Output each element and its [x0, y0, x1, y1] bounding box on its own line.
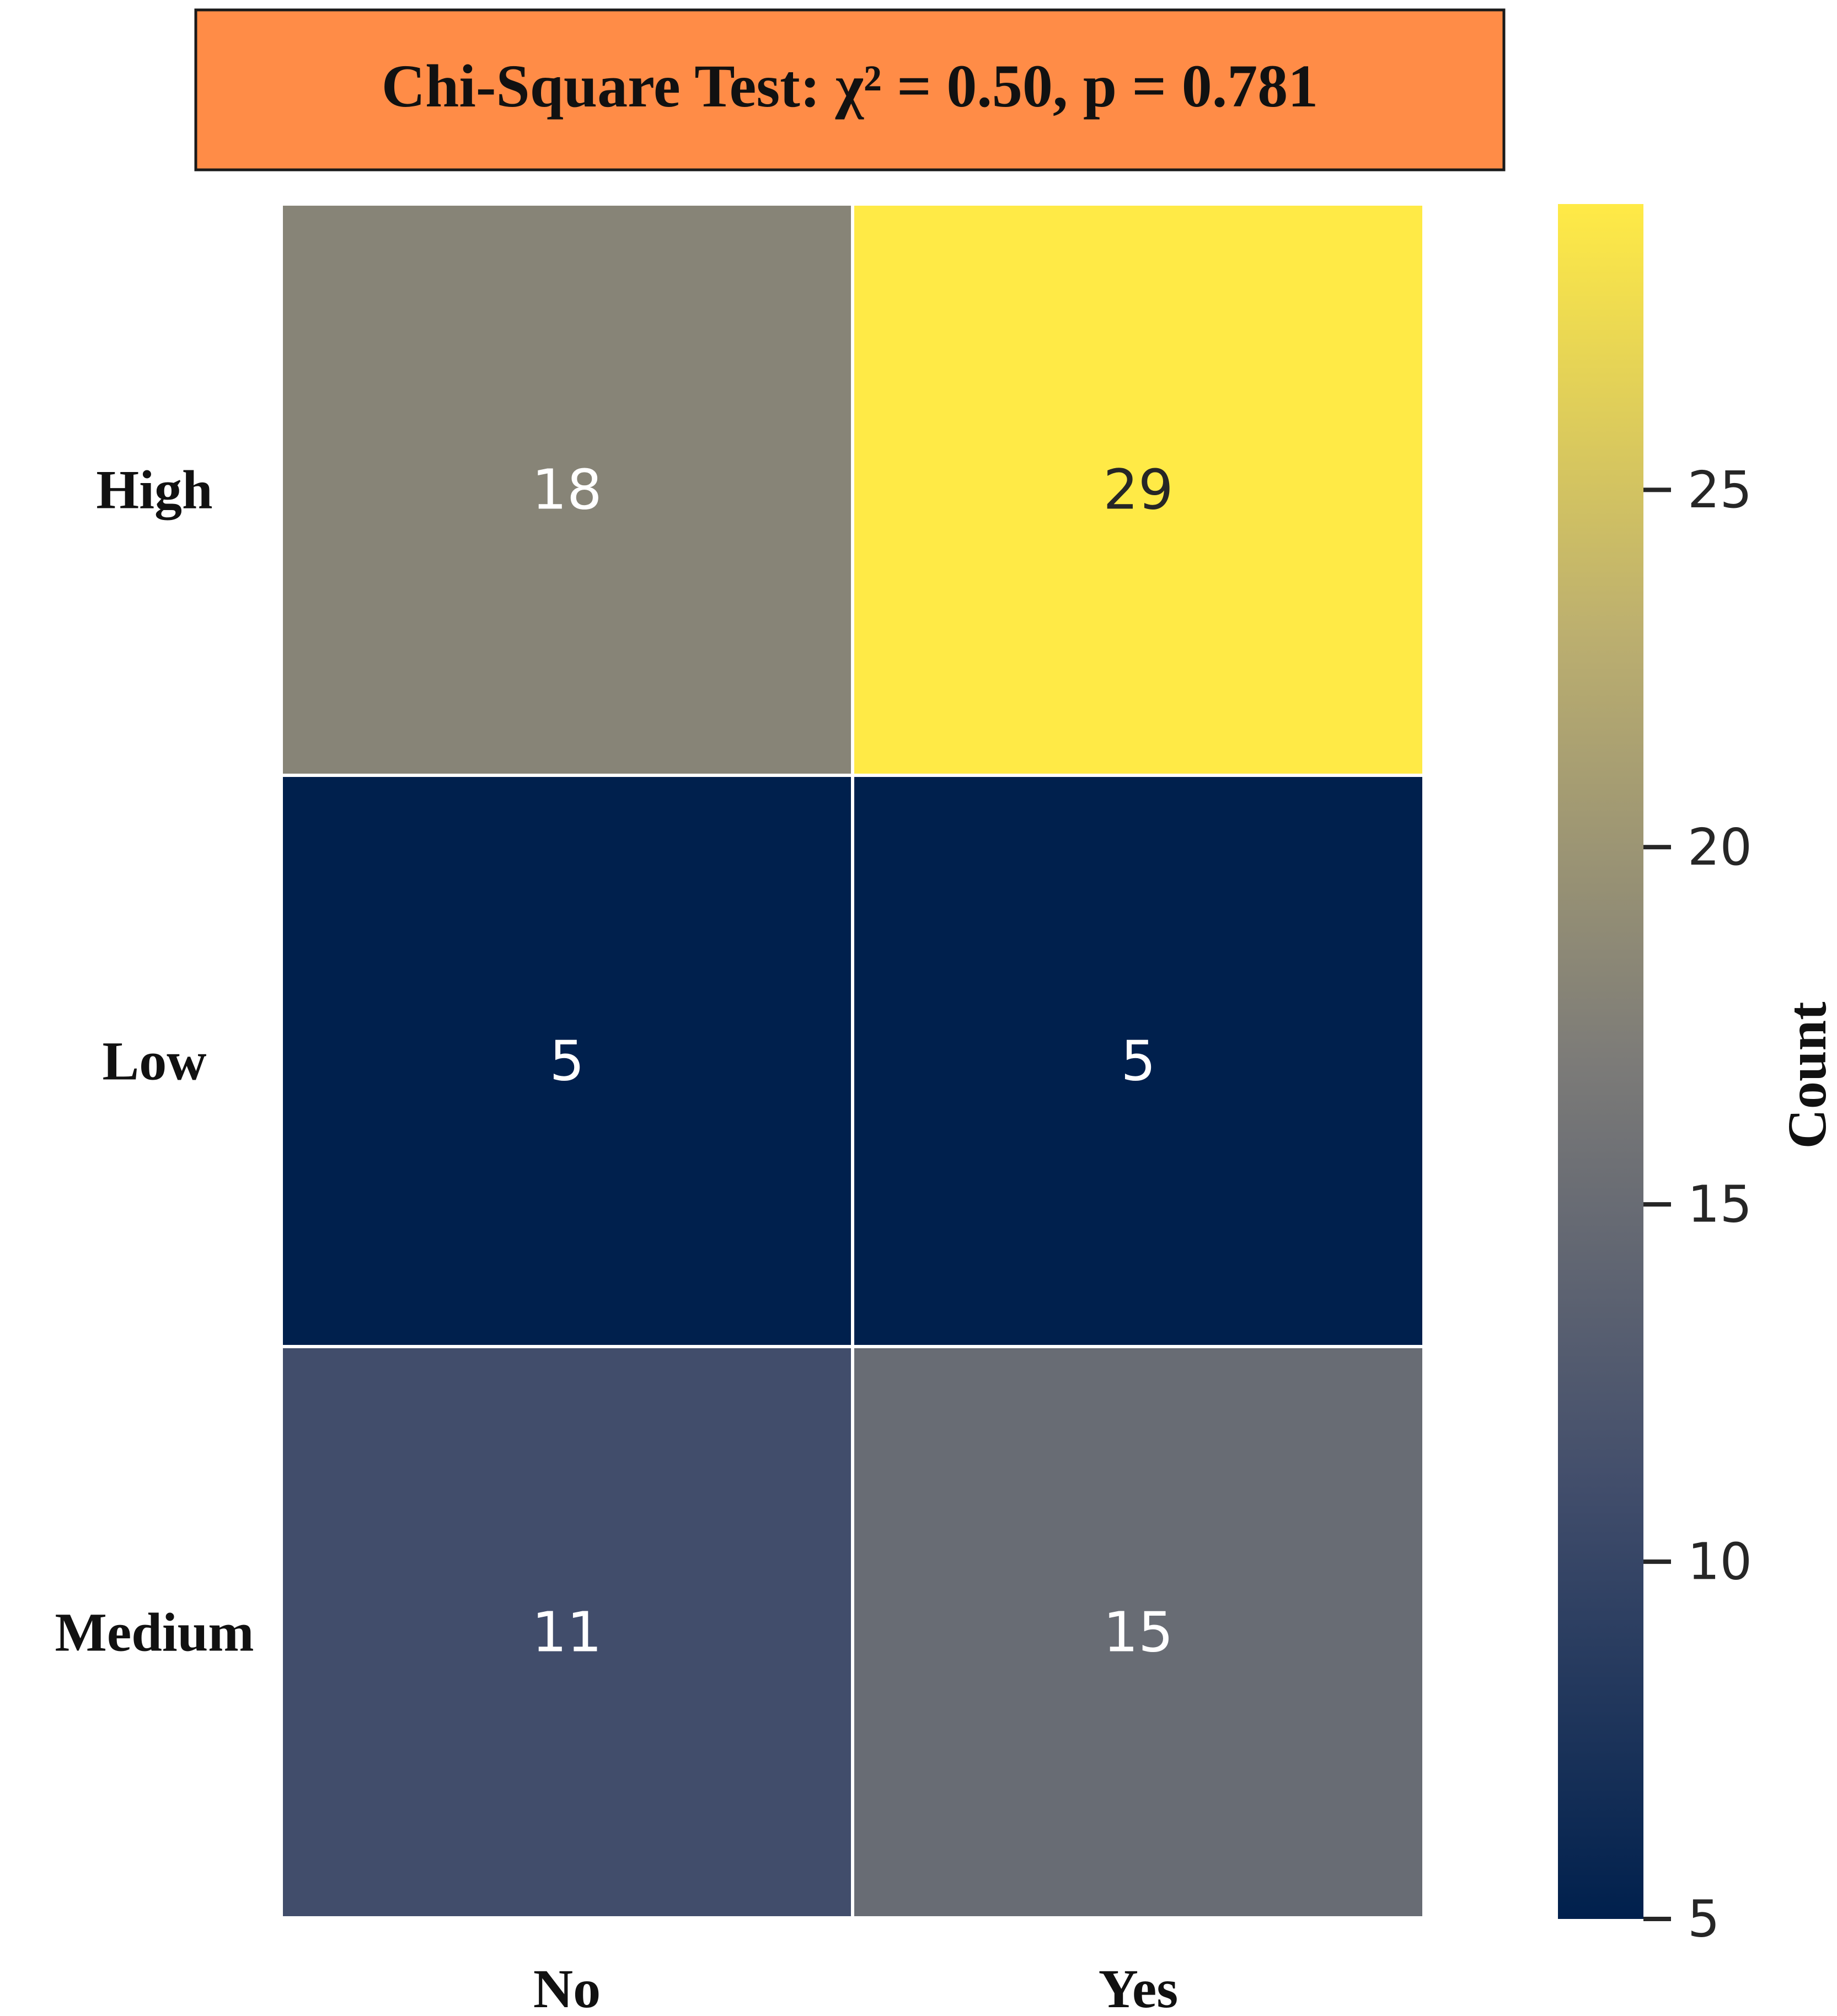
heatmap-cell — [851, 774, 1426, 1348]
row-label: High — [96, 459, 212, 521]
column-label: Yes — [1099, 1958, 1178, 2016]
heatmap-cell — [280, 1345, 854, 1920]
cell-value-label: 18 — [532, 458, 602, 522]
colorbar-tick-label: 20 — [1688, 818, 1752, 877]
colorbar: 5 10 15 20 25 Count — [1558, 204, 1837, 1949]
colorbar-label: Count — [1776, 1002, 1837, 1149]
column-label: No — [533, 1958, 601, 2016]
chart-title-box: Chi-Square Test: χ² = 0.50, p = 0.781 — [194, 8, 1506, 171]
heatmap-cell — [280, 774, 854, 1348]
cell-value-label: 15 — [1103, 1600, 1173, 1665]
cell-value-label: 5 — [1121, 1029, 1156, 1093]
row-label: Low — [103, 1031, 207, 1092]
title-box-background — [194, 8, 1506, 171]
row-label: Medium — [55, 1602, 254, 1663]
colorbar-tick-label: 15 — [1688, 1175, 1752, 1234]
heatmap-cells: 18 29 5 5 11 15 — [280, 202, 1426, 1920]
cell-value-label: 11 — [532, 1600, 602, 1665]
heatmap-cell — [851, 202, 1426, 777]
chart-title: Chi-Square Test: χ² = 0.50, p = 0.781 — [382, 52, 1319, 120]
colorbar-ticks: 5 10 15 20 25 — [1643, 460, 1752, 1949]
colorbar-gradient — [1558, 204, 1643, 1919]
cell-value-label: 5 — [549, 1029, 585, 1093]
row-labels: High Low Medium — [55, 459, 254, 1663]
colorbar-tick-label: 10 — [1688, 1532, 1752, 1591]
heatmap-cell — [851, 1345, 1426, 1920]
colorbar-tick-label: 5 — [1688, 1890, 1720, 1949]
cell-value-label: 29 — [1103, 458, 1173, 522]
column-labels: No Yes — [533, 1958, 1178, 2016]
colorbar-tick-label: 25 — [1688, 460, 1752, 519]
heatmap-cell — [280, 202, 854, 777]
